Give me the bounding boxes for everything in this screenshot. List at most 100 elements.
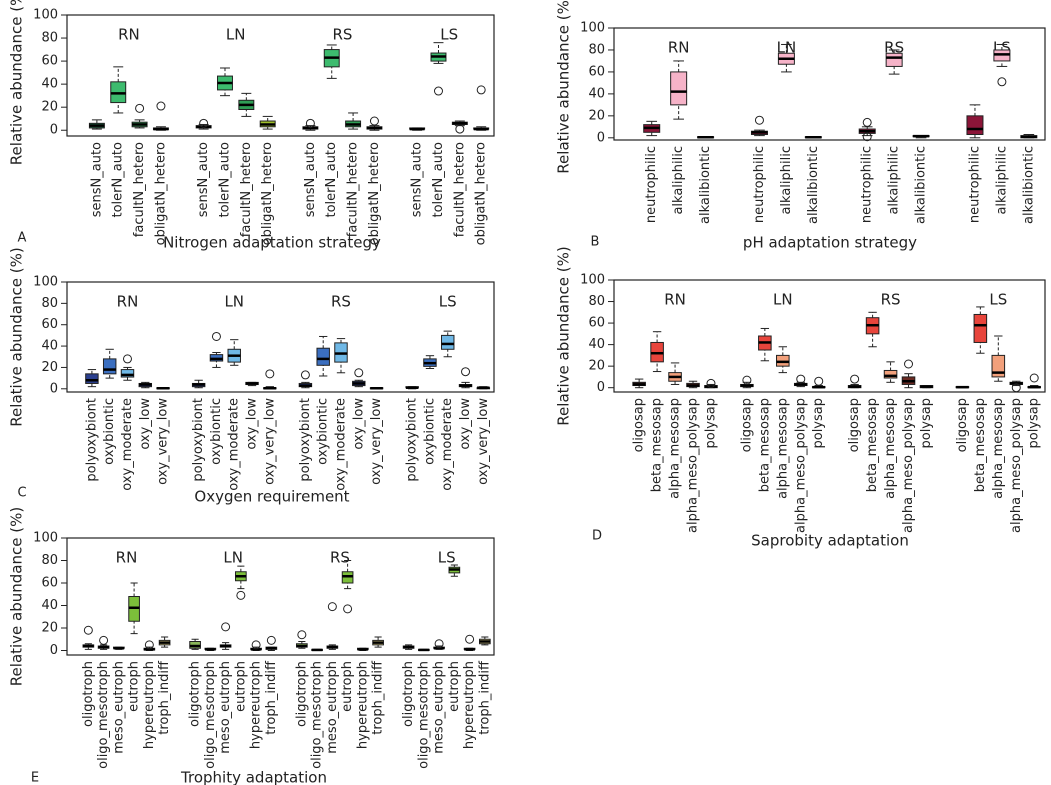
category-label: alpha_meso_polysap <box>793 398 808 533</box>
category-label: oligo_mesotroph <box>416 661 431 769</box>
category-label: troph_indiff <box>157 660 172 735</box>
panel-label: E <box>31 771 39 785</box>
outlier <box>211 331 221 341</box>
category-label: oxy_very_low <box>262 398 277 485</box>
category-label: sensN_auto <box>410 142 425 217</box>
y-tick-label: 60 <box>41 576 58 591</box>
y-tick-label: 20 <box>41 100 58 115</box>
category-label: tolerN_auto <box>217 142 232 218</box>
category-label: obligatN_hetero <box>260 142 275 245</box>
group-label: RN <box>664 291 686 309</box>
category-label: oligotroph <box>294 661 309 727</box>
outlier <box>251 640 261 650</box>
category-label: facultN_hetero <box>132 142 147 237</box>
x-axis-label: Nitrogen adaptation strategy <box>163 234 381 252</box>
outlier <box>465 634 475 644</box>
category-label: meso_eutroph <box>325 661 340 754</box>
category-label: oxy_very_low <box>476 398 491 485</box>
group-label: LS <box>439 293 457 311</box>
category-label: polyoxybiont <box>84 398 99 482</box>
category-label: polysap <box>1027 398 1042 449</box>
outlier <box>455 124 465 134</box>
category-label: sensN_auto <box>196 142 211 217</box>
y-tick-label: 20 <box>41 621 58 636</box>
category-label: oxybiontic <box>422 398 437 465</box>
category-label: hypereutroph <box>355 661 370 749</box>
category-label: alpha_mesosap <box>991 398 1006 499</box>
category-label: beta_mesosap <box>650 398 665 492</box>
category-label: oligo_mesotroph <box>203 661 218 769</box>
outlier <box>461 367 471 377</box>
category-label: neutrophilic <box>967 146 982 223</box>
category-label: facultN_hetero <box>346 142 361 237</box>
category-label: oxy_very_low <box>369 398 384 485</box>
y-tick-label: 60 <box>588 316 605 331</box>
y-tick-label: 100 <box>580 273 605 288</box>
outlier <box>706 378 716 388</box>
category-label: oligosap <box>632 398 647 452</box>
category-label: alpha_meso_polysap <box>901 398 916 533</box>
x-axis-label: Oxygen requirement <box>194 488 349 506</box>
y-tick-label: 80 <box>588 42 605 57</box>
y-tick-label: 20 <box>588 108 605 123</box>
group-label: LS <box>438 549 456 567</box>
group-label: RS <box>330 549 350 567</box>
outlier <box>305 118 315 128</box>
outlier <box>476 85 486 95</box>
y-tick-label: 100 <box>33 275 58 290</box>
category-label: alkaliphilic <box>994 146 1009 215</box>
box <box>120 369 135 378</box>
outlier <box>1029 373 1039 383</box>
group-label: LS <box>440 26 458 44</box>
category-label: oxybiontic <box>102 398 117 465</box>
outlier <box>122 354 132 364</box>
category-label: oxy_low <box>351 398 366 450</box>
panel-label: A <box>18 231 27 246</box>
category-label: oxy_moderate <box>120 398 135 491</box>
category-label: meso_eutroph <box>218 661 233 754</box>
y-axis-label: Relative abundance (%) <box>8 0 26 165</box>
x-axis-label: Saprobity adaptation <box>751 532 909 550</box>
category-label: oxy_low <box>138 398 153 450</box>
y-tick-label: 100 <box>33 531 58 546</box>
y-axis-label: Relative abundance (%) <box>555 246 573 425</box>
outlier <box>1011 383 1021 393</box>
category-label: beta_mesosap <box>973 398 988 492</box>
group-label: LN <box>773 291 793 309</box>
outlier <box>742 375 752 385</box>
y-tick-label: 100 <box>580 21 605 36</box>
outlier <box>99 635 109 645</box>
y-tick-label: 0 <box>50 381 58 396</box>
category-label: tolerN_auto <box>431 142 446 218</box>
category-label: alpha_mesosap <box>668 398 683 499</box>
category-label: oxy_very_low <box>156 398 171 485</box>
category-label: facultN_hetero <box>239 142 254 237</box>
y-tick-label: 40 <box>41 339 58 354</box>
category-label: polysap <box>703 398 718 449</box>
category-label: eutroph <box>127 661 142 712</box>
category-label: tolerN_auto <box>111 142 126 218</box>
category-label: oligo_mesotroph <box>310 661 325 769</box>
y-tick-label: 80 <box>41 31 58 46</box>
group-label: RN <box>117 293 139 311</box>
y-tick-label: 0 <box>50 643 58 658</box>
category-label: troph_indiff <box>371 660 386 735</box>
box <box>973 313 988 343</box>
group-label: RS <box>332 26 352 44</box>
category-label: oligotroph <box>188 661 203 727</box>
category-label: alpha_meso_polysap <box>686 398 701 533</box>
category-label: oligosap <box>847 398 862 452</box>
y-tick-label: 20 <box>588 359 605 374</box>
category-label: troph_indiff <box>264 660 279 735</box>
category-label: oligotroph <box>401 661 416 727</box>
y-axis-label: Relative abundance (%) <box>555 0 573 174</box>
y-tick-label: 0 <box>597 130 605 145</box>
outlier <box>814 376 824 386</box>
category-label: oligotroph <box>81 661 96 727</box>
group-label: RN <box>118 26 140 44</box>
y-tick-label: 60 <box>588 64 605 79</box>
y-tick-label: 80 <box>588 294 605 309</box>
outlier <box>904 359 914 369</box>
group-label: LN <box>226 26 246 44</box>
